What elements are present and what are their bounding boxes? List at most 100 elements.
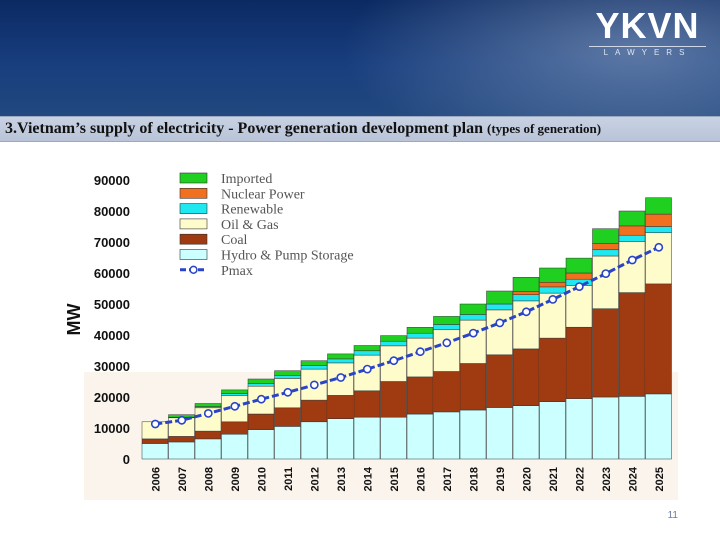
bar-segment <box>486 290 513 305</box>
bar-segment <box>565 272 593 280</box>
legend-label: Renewable <box>221 203 283 218</box>
pmax-point <box>574 282 584 291</box>
bar-segment <box>618 210 646 227</box>
y-tick-label: 60000 <box>94 266 130 281</box>
bar-segment <box>539 286 566 294</box>
y-tick-label: 50000 <box>94 297 130 312</box>
bar-segment <box>565 257 593 274</box>
pmax-point <box>177 415 187 425</box>
x-tick-label: 2008 <box>203 467 215 491</box>
bar-segment <box>512 405 540 460</box>
bar-segment <box>592 228 619 244</box>
bar-segment <box>618 234 646 242</box>
page-number: 11 <box>667 510 678 521</box>
bar-segment <box>539 337 566 402</box>
pmax-point <box>627 255 637 265</box>
pmax-point <box>203 408 213 418</box>
legend-swatch <box>179 203 208 214</box>
bar-segment <box>592 243 619 250</box>
bar-segment <box>645 393 672 460</box>
bar-segment <box>459 314 487 321</box>
bar-segment <box>141 443 169 460</box>
bar-segment <box>406 413 434 460</box>
pmax-point <box>521 307 531 317</box>
y-tick-label: 20000 <box>94 390 130 405</box>
legend-label: Coal <box>221 233 248 248</box>
bar-segment <box>406 332 434 339</box>
bar-segment <box>512 294 540 302</box>
bar-segment <box>486 309 513 356</box>
bar-segment <box>645 213 672 227</box>
bar-segment <box>433 329 460 372</box>
x-tick-label: 2015 <box>389 467 401 491</box>
bar-segment <box>592 249 619 257</box>
y-tick-label: 40000 <box>94 328 130 343</box>
bar-segment <box>300 399 328 423</box>
bar-segment <box>592 308 619 398</box>
y-tick-label: 10000 <box>94 421 130 436</box>
bar-segment <box>512 348 540 406</box>
bar-segment <box>168 441 195 460</box>
bar-segment <box>221 433 248 460</box>
bar-segment <box>247 413 275 430</box>
bar-segment <box>327 353 354 360</box>
pmax-point <box>256 394 266 404</box>
legend-label: Hydro & Pump Storage <box>221 249 354 264</box>
y-tick-label: 0 <box>123 452 130 467</box>
bar-segment <box>645 232 672 285</box>
x-tick-label: 2014 <box>362 466 374 491</box>
bar-segment <box>618 241 646 293</box>
bar-segment <box>194 438 222 460</box>
bar-segment <box>486 407 513 460</box>
chart-container: 90000 80000 70000 60000 50000 40000 30000 20000… <box>60 162 682 502</box>
bar-segment <box>221 421 248 435</box>
stacked-bar-chart: 90000 80000 70000 60000 50000 40000 30000 20000… <box>64 172 678 500</box>
x-tick-label: 2024 <box>627 466 639 491</box>
bar-segment <box>565 398 593 460</box>
x-tick-label: 2009 <box>230 467 242 491</box>
pmax-point <box>283 387 293 397</box>
bar-segment <box>300 365 328 370</box>
x-tick-label: 2018 <box>468 467 480 491</box>
bar-segment <box>459 409 487 460</box>
bar-segment <box>300 360 328 366</box>
pmax-point <box>389 356 399 366</box>
banner-decoration <box>340 0 720 116</box>
pmax-point <box>415 347 425 357</box>
bar-segment <box>539 282 566 288</box>
bar-segment <box>247 378 275 384</box>
bar-segment <box>512 277 540 292</box>
bar-segment <box>406 376 434 415</box>
bar-segment <box>274 407 301 427</box>
pmax-line <box>155 245 660 426</box>
y-tick-label: 90000 <box>94 173 130 188</box>
pmax-point <box>336 373 346 382</box>
logo-text: YKVN <box>595 5 700 46</box>
bar-segment <box>592 255 619 309</box>
y-tick-label: 70000 <box>94 235 130 250</box>
pmax-point <box>601 269 611 278</box>
bar-segment <box>406 337 434 378</box>
x-tick-label: 2025 <box>654 467 666 491</box>
x-tick-label: 2017 <box>442 467 454 491</box>
bar-segment <box>247 429 275 460</box>
x-tick-label: 2011 <box>283 467 295 491</box>
bar-segment <box>274 375 301 379</box>
y-tick-label: 80000 <box>94 204 130 219</box>
header-banner: YKVN LAWYERS <box>0 0 720 116</box>
x-tick-label: 2012 <box>309 467 321 491</box>
slide-title-main: 3.Vietnam’s supply of electricity - Powe… <box>5 120 484 137</box>
bar-segment <box>433 324 460 331</box>
legend-label: Imported <box>221 172 272 187</box>
x-tick-label: 2023 <box>601 467 613 491</box>
x-tick-label: 2006 <box>150 467 162 491</box>
bar-segment <box>274 426 301 460</box>
legend-label: Oil & Gas <box>221 218 279 233</box>
bar-segment <box>618 396 646 460</box>
bar-segment <box>353 345 381 352</box>
bar-segment <box>433 411 460 460</box>
slide-title-bar: 3.Vietnam’s supply of electricity - Powe… <box>0 116 720 142</box>
bar-segment <box>565 327 593 399</box>
bar-segment <box>353 416 381 460</box>
legend-line-marker <box>189 265 198 274</box>
